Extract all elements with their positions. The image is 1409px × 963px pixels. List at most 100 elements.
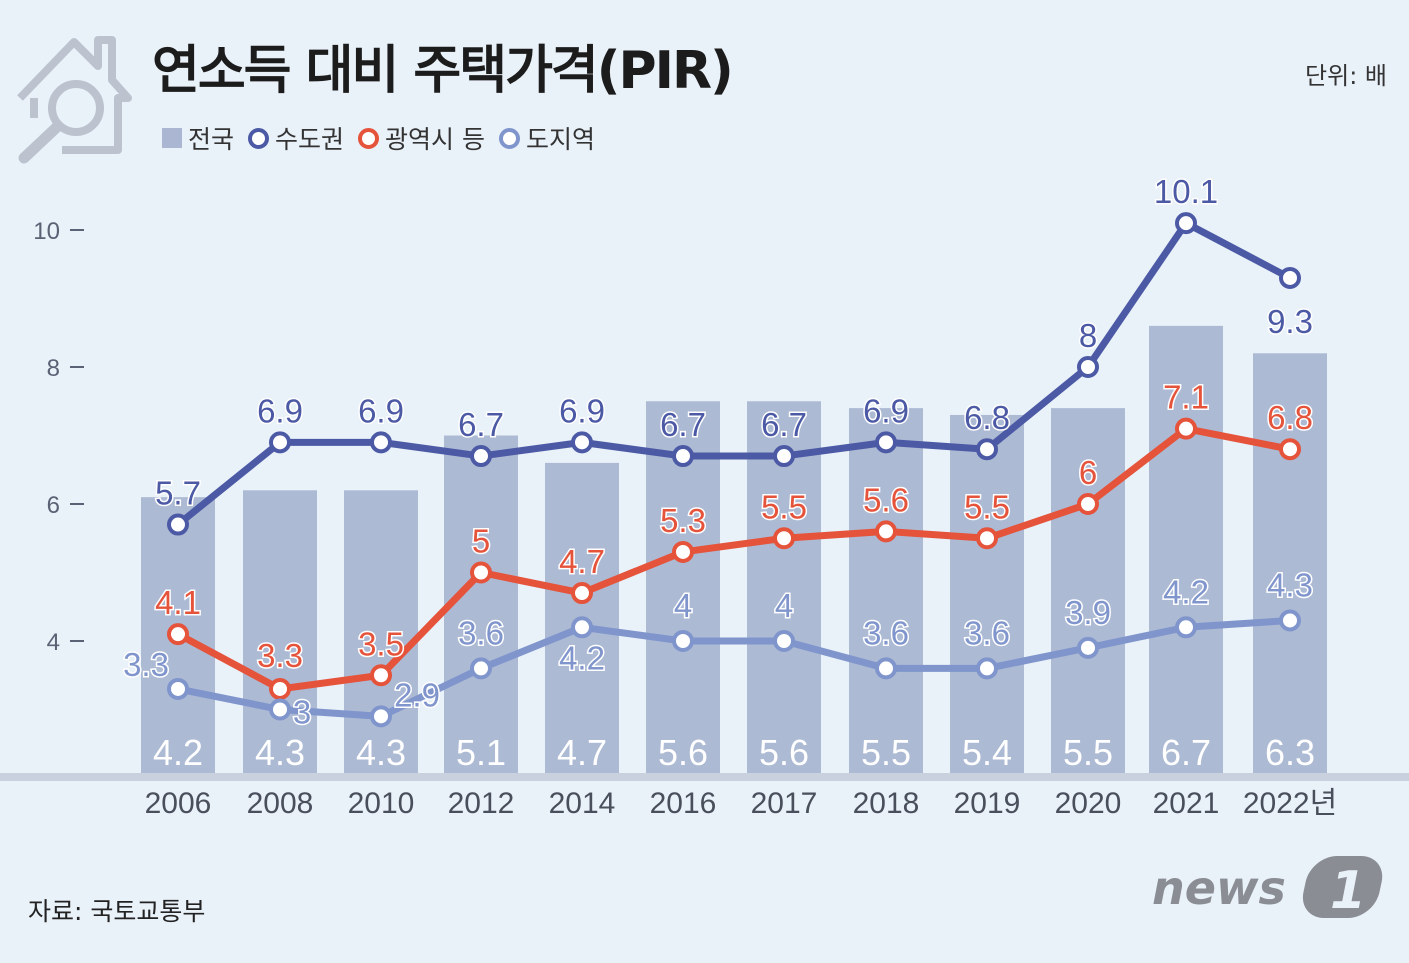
point-metro-cities <box>370 664 392 687</box>
point-capital-area <box>1077 356 1099 378</box>
value-label-metro-cities: 4.1 <box>155 584 201 621</box>
y-tick-label: 6 <box>47 492 60 519</box>
value-label-provinces: 4 <box>775 587 793 624</box>
legend-label: 도지역 <box>525 125 595 154</box>
house-search-icon <box>17 36 132 164</box>
line-provinces <box>174 616 1294 720</box>
point-provinces <box>976 657 998 680</box>
value-label-metro-cities: 5 <box>472 523 490 560</box>
bar-value-label: 5.5 <box>1063 732 1113 773</box>
point-provinces <box>1279 609 1301 632</box>
point-capital-area <box>875 431 897 454</box>
x-tick-label: 2018 <box>853 787 920 820</box>
bar-national <box>1149 325 1223 773</box>
point-capital-area <box>470 445 492 468</box>
point-metro-cities <box>875 520 897 543</box>
point-capital-area <box>773 445 795 468</box>
point-metro-cities <box>1175 417 1197 440</box>
bar-value-label: 4.3 <box>255 732 305 773</box>
point-metro-cities <box>976 527 998 550</box>
x-tick-label: 2022년 <box>1243 787 1337 820</box>
point-provinces <box>370 705 392 728</box>
value-label-capital-area: 6.8 <box>964 399 1010 436</box>
value-label-provinces: 4 <box>674 587 692 624</box>
bar-value-label: 6.3 <box>1265 732 1315 773</box>
point-capital-area <box>976 438 998 461</box>
value-label-provinces: 3.6 <box>458 614 504 651</box>
value-label-metro-cities: 5.3 <box>660 502 706 539</box>
bar-value-label: 5.6 <box>658 732 708 773</box>
value-label-capital-area: 6.9 <box>863 392 909 429</box>
point-provinces <box>269 698 291 721</box>
legend-square-marker <box>162 128 182 148</box>
value-label-metro-cities: 3.3 <box>257 637 303 674</box>
y-tick-label: 8 <box>47 355 60 382</box>
value-label-capital-area: 6.9 <box>559 392 605 429</box>
bar-value-label: 4.2 <box>153 732 203 773</box>
point-metro-cities <box>470 561 492 584</box>
value-label-capital-area: 6.9 <box>257 392 303 429</box>
value-label-capital-area: 6.9 <box>358 392 404 429</box>
point-capital-area <box>167 513 189 536</box>
bar-value-label: 5.5 <box>861 732 911 773</box>
point-capital-area <box>1175 212 1197 235</box>
legend-label: 전국 <box>188 125 235 154</box>
legend-ring-marker <box>248 127 270 149</box>
legend-label: 수도권 <box>275 125 345 154</box>
legend: 전국 수도권 광역시 등 도지역 <box>162 120 609 156</box>
point-provinces <box>1077 636 1099 659</box>
bar-value-label: 4.7 <box>557 732 607 773</box>
value-label-metro-cities: 3.5 <box>358 625 404 662</box>
value-label-capital-area: 8 <box>1079 317 1097 354</box>
legend-item-national: 전국 <box>162 120 234 156</box>
y-tick-label: 10 <box>33 218 60 245</box>
value-label-provinces: 4.2 <box>1163 573 1209 610</box>
x-tick-label: 2021 <box>1153 787 1220 820</box>
x-tick-label: 2008 <box>247 787 314 820</box>
x-tick-label: 2019 <box>954 787 1021 820</box>
value-label-capital-area: 6.7 <box>660 406 706 443</box>
value-label-provinces: 3.6 <box>863 614 909 651</box>
bar-value-label: 5.6 <box>759 732 809 773</box>
news1-logo: news 1 <box>1152 856 1383 921</box>
point-provinces <box>1175 616 1197 639</box>
x-axis-baseline <box>0 773 1409 781</box>
point-metro-cities <box>1279 438 1301 461</box>
value-label-capital-area: 5.7 <box>155 475 201 512</box>
legend-item-provinces: 도지역 <box>498 120 595 156</box>
legend-item-capital-area: 수도권 <box>248 120 344 156</box>
value-label-provinces: 4.3 <box>1267 566 1313 603</box>
point-provinces <box>470 657 492 680</box>
point-metro-cities <box>269 677 291 700</box>
x-tick-label: 2012 <box>448 787 515 820</box>
value-label-metro-cities: 6 <box>1079 454 1097 491</box>
bar-value-label: 5.4 <box>962 732 1012 773</box>
value-label-provinces: 3.3 <box>123 646 169 683</box>
point-metro-cities <box>1077 493 1099 515</box>
point-provinces <box>571 616 593 639</box>
value-label-metro-cities: 6.8 <box>1267 399 1313 436</box>
x-tick-label: 2006 <box>145 787 212 820</box>
bar-national <box>849 408 923 773</box>
bar-national <box>243 490 317 773</box>
point-metro-cities <box>167 623 189 646</box>
value-label-capital-area: 6.7 <box>761 406 807 443</box>
value-label-provinces: 4.2 <box>559 639 605 676</box>
x-tick-label: 2016 <box>650 787 717 820</box>
bar-national <box>1253 353 1327 773</box>
point-capital-area <box>571 431 593 454</box>
value-label-metro-cities: 7.1 <box>1163 379 1209 416</box>
line-capital-area <box>174 219 1294 529</box>
point-capital-area <box>672 445 694 468</box>
value-label-capital-area: 9.3 <box>1267 303 1313 340</box>
point-metro-cities <box>773 527 795 550</box>
value-label-provinces: 3 <box>293 694 311 731</box>
line-metro-cities <box>174 425 1294 693</box>
bar-value-label: 5.1 <box>456 732 506 773</box>
bar-national <box>444 435 518 773</box>
point-metro-cities <box>571 582 593 605</box>
svg-text:1: 1 <box>1330 861 1366 921</box>
value-label-provinces: 3.9 <box>1065 594 1111 631</box>
